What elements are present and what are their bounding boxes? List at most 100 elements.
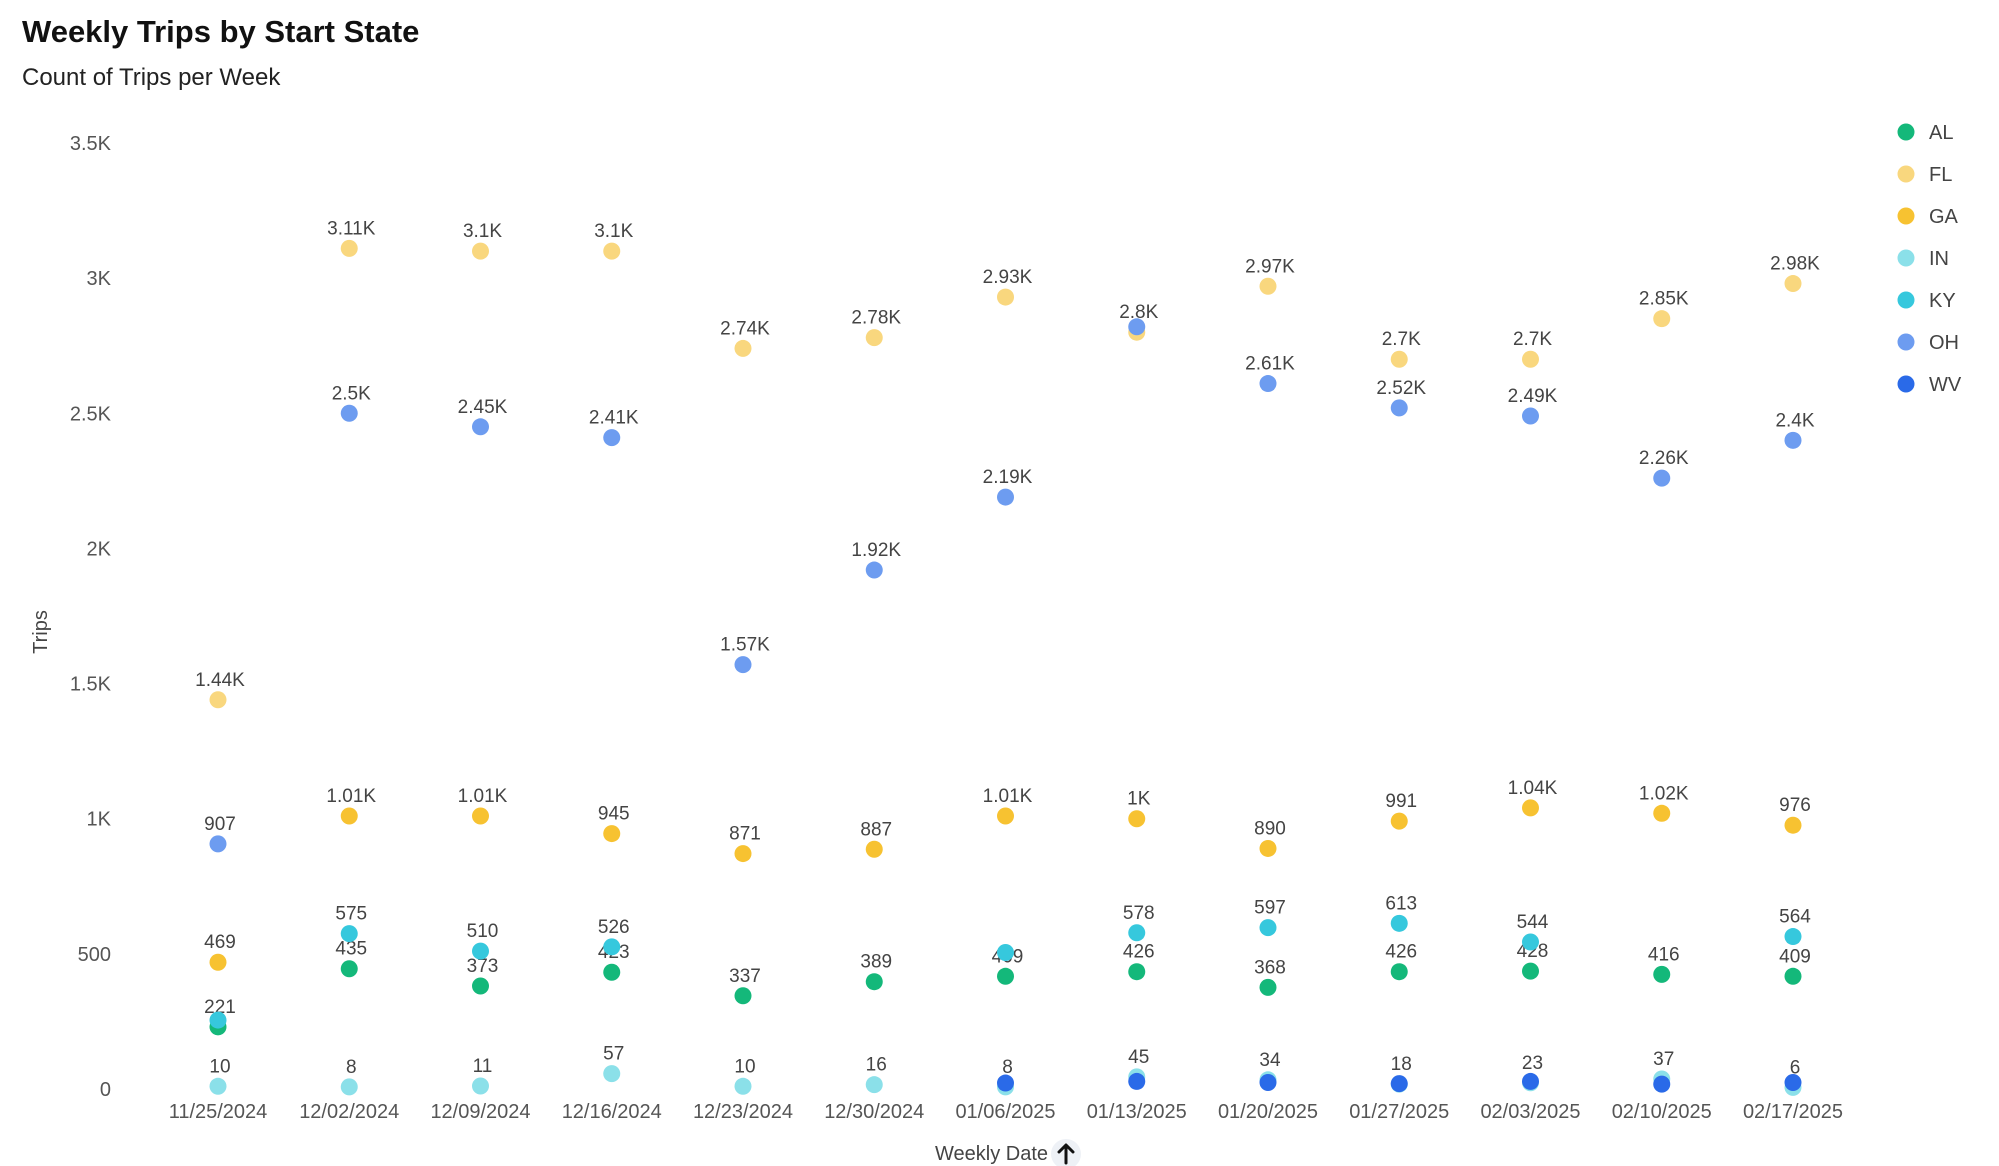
data-point[interactable] — [997, 807, 1014, 825]
data-point[interactable] — [603, 429, 621, 447]
data-point[interactable] — [734, 845, 752, 863]
legend-swatch — [1897, 123, 1915, 141]
data-point[interactable] — [472, 1077, 489, 1095]
data-point[interactable] — [340, 404, 358, 422]
y-tick-label: 1.5K — [70, 674, 112, 696]
data-point[interactable] — [1390, 812, 1408, 830]
data-label: 426 — [1385, 942, 1417, 963]
legend-item-fl[interactable]: FL — [1897, 164, 1953, 186]
data-point[interactable] — [472, 942, 489, 960]
data-point[interactable] — [472, 807, 489, 825]
data-point[interactable] — [1522, 350, 1539, 368]
data-label: 337 — [729, 966, 761, 987]
data-point[interactable] — [1390, 350, 1408, 368]
data-point[interactable] — [1522, 933, 1539, 951]
data-point[interactable] — [1390, 914, 1408, 932]
data-point[interactable] — [734, 1077, 752, 1095]
data-label: 1.92K — [851, 540, 901, 561]
data-point[interactable] — [997, 288, 1014, 306]
legend-item-al[interactable]: AL — [1897, 122, 1954, 144]
data-point[interactable] — [1390, 963, 1408, 981]
data-point[interactable] — [997, 967, 1014, 985]
x-axis-label[interactable]: Weekly Date — [935, 1143, 1048, 1165]
data-label: 8 — [1002, 1057, 1013, 1078]
legend-item-wv[interactable]: WV — [1897, 374, 1962, 396]
data-label: 45 — [1128, 1047, 1149, 1068]
data-point[interactable] — [1390, 1075, 1408, 1093]
data-point[interactable] — [865, 1076, 883, 1094]
data-point[interactable] — [1522, 407, 1539, 425]
data-label: 1.01K — [983, 786, 1033, 807]
data-point[interactable] — [997, 1074, 1014, 1092]
data-point[interactable] — [1784, 275, 1802, 293]
data-point[interactable] — [603, 938, 621, 956]
data-point[interactable] — [603, 963, 621, 981]
data-point[interactable] — [1259, 919, 1277, 937]
data-point[interactable] — [734, 656, 752, 674]
data-point[interactable] — [209, 835, 227, 853]
data-point[interactable] — [865, 973, 883, 991]
data-point[interactable] — [1784, 928, 1802, 946]
data-point[interactable] — [1784, 816, 1802, 834]
sort-ascending-button[interactable] — [1051, 1139, 1081, 1166]
data-point[interactable] — [1653, 1075, 1671, 1093]
data-label: 2.7K — [1382, 329, 1421, 350]
data-point[interactable] — [209, 691, 227, 709]
data-point[interactable] — [472, 418, 489, 436]
data-point[interactable] — [340, 925, 358, 943]
data-point[interactable] — [340, 1078, 358, 1096]
data-point[interactable] — [209, 953, 227, 971]
data-label: 2.98K — [1770, 254, 1820, 275]
data-point[interactable] — [1128, 963, 1146, 981]
data-point[interactable] — [340, 807, 358, 825]
data-point[interactable] — [603, 825, 621, 843]
data-point[interactable] — [340, 960, 358, 978]
data-point[interactable] — [997, 488, 1014, 506]
legend-item-ky[interactable]: KY — [1897, 290, 1956, 312]
data-point[interactable] — [1259, 839, 1277, 857]
data-point[interactable] — [1653, 469, 1671, 487]
data-point[interactable] — [1259, 978, 1277, 996]
data-point[interactable] — [997, 944, 1014, 962]
data-point[interactable] — [340, 239, 358, 257]
data-label: 510 — [467, 921, 499, 942]
data-point[interactable] — [734, 987, 752, 1005]
data-point[interactable] — [865, 561, 883, 579]
legend-item-in[interactable]: IN — [1897, 248, 1950, 270]
data-point[interactable] — [1522, 962, 1539, 980]
data-label: 2.7K — [1513, 329, 1552, 350]
data-label: 8 — [346, 1057, 357, 1078]
data-point[interactable] — [1784, 431, 1802, 449]
data-point[interactable] — [1522, 1072, 1539, 1090]
data-point[interactable] — [1259, 277, 1277, 295]
data-point[interactable] — [1128, 1072, 1146, 1090]
data-point[interactable] — [1259, 1074, 1277, 1092]
data-point[interactable] — [865, 329, 883, 347]
legend-item-oh[interactable]: OH — [1897, 332, 1960, 354]
data-point[interactable] — [734, 339, 752, 357]
data-point[interactable] — [603, 242, 621, 260]
data-point[interactable] — [1653, 310, 1671, 328]
legend-swatch — [1897, 291, 1915, 309]
data-label: 1K — [1127, 789, 1151, 810]
data-label: 2.26K — [1639, 448, 1689, 469]
data-point[interactable] — [472, 977, 489, 995]
data-label: 2.41K — [589, 408, 639, 429]
data-point[interactable] — [1128, 318, 1146, 336]
data-point[interactable] — [1390, 399, 1408, 417]
data-point[interactable] — [472, 242, 489, 260]
data-point[interactable] — [1128, 924, 1146, 942]
data-point[interactable] — [209, 1011, 227, 1029]
data-point[interactable] — [603, 1065, 621, 1083]
data-point[interactable] — [865, 840, 883, 858]
data-point[interactable] — [1653, 965, 1671, 983]
data-label: 23 — [1522, 1053, 1543, 1074]
data-point[interactable] — [1653, 804, 1671, 822]
data-point[interactable] — [1522, 799, 1539, 817]
data-point[interactable] — [1259, 375, 1277, 393]
data-point[interactable] — [1128, 810, 1146, 828]
legend-item-ga[interactable]: GA — [1897, 206, 1959, 228]
data-point[interactable] — [1784, 967, 1802, 985]
data-point[interactable] — [1784, 1074, 1802, 1092]
data-point[interactable] — [209, 1077, 227, 1095]
